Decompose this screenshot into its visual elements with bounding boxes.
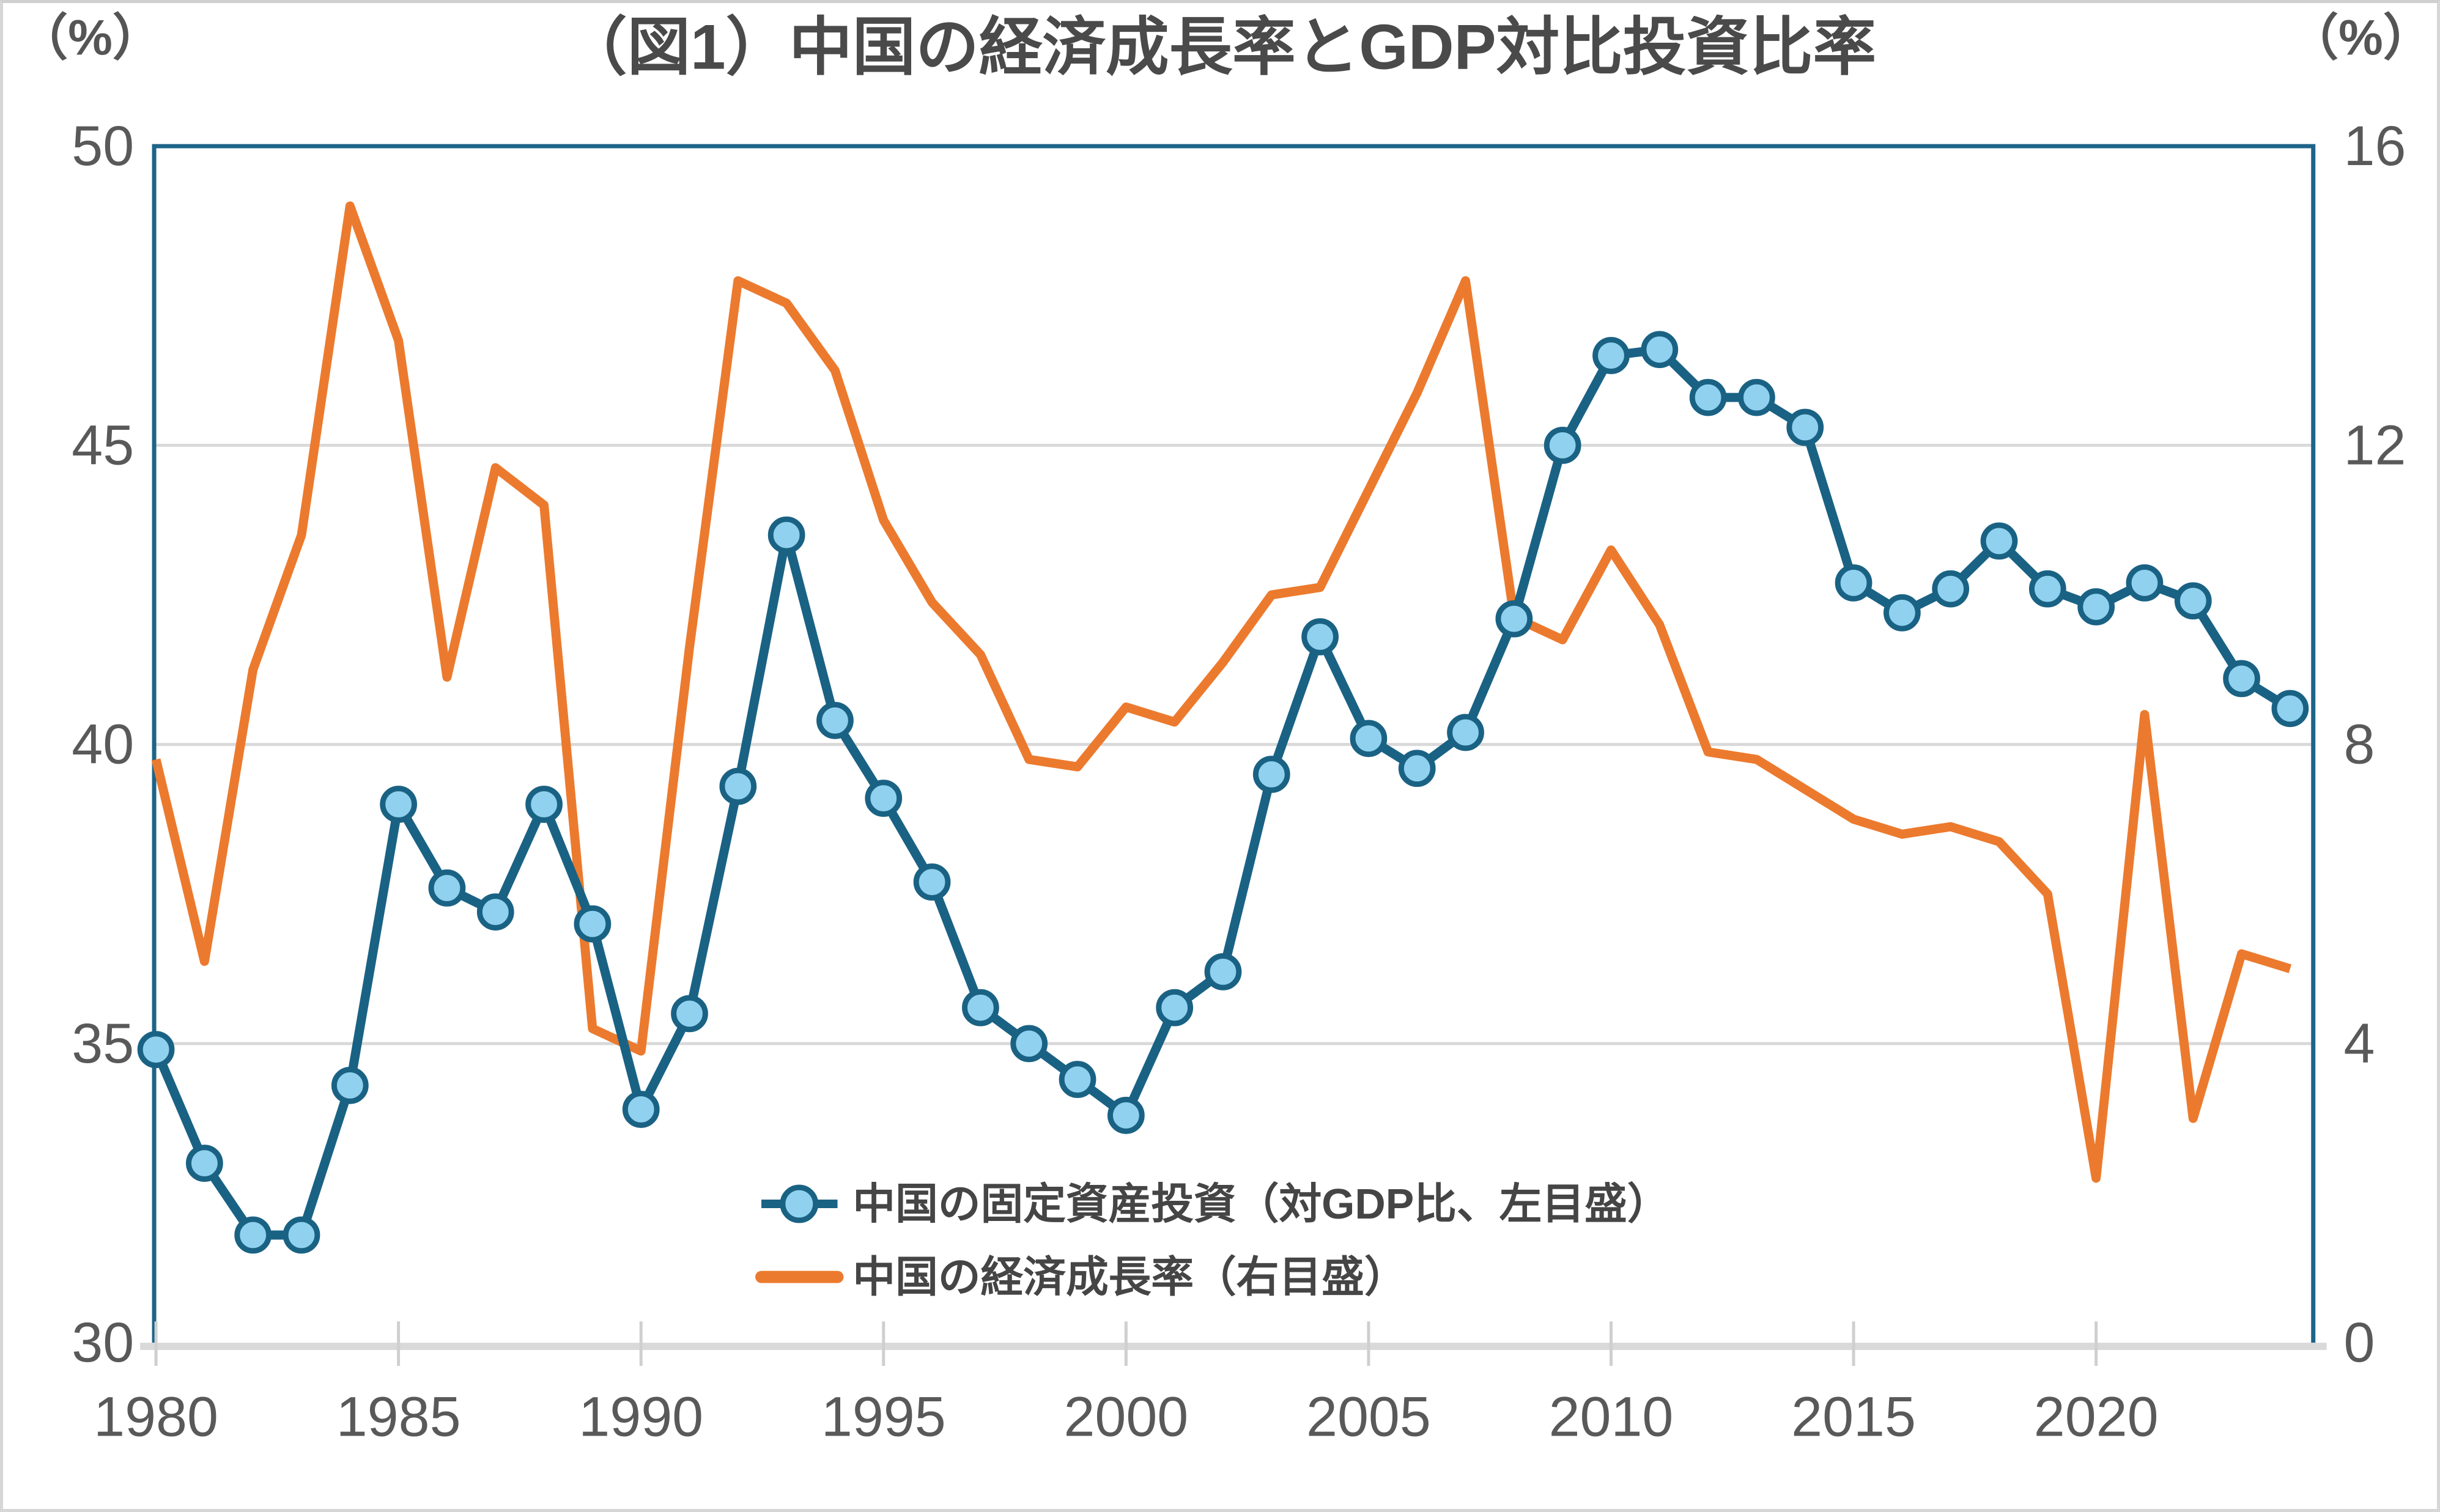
investment-marker (1252, 756, 1290, 793)
right-axis-tick-label: 16 (2344, 115, 2406, 177)
left-axis-tick-label: 50 (72, 115, 134, 177)
x-axis-tick-label: 2015 (1791, 1386, 1916, 1448)
x-axis-tick-label: 2020 (2034, 1386, 2159, 1448)
investment-marker (2028, 570, 2066, 608)
right-axis-tick-labels: 16 12 8 4 0 (2344, 115, 2406, 1374)
investment-marker (1932, 570, 1970, 608)
investment-marker (1107, 1096, 1145, 1134)
right-axis-tick-label: 0 (2344, 1311, 2375, 1374)
investment-marker (2271, 690, 2309, 728)
x-axis-tick-marks (154, 1321, 2098, 1366)
left-axis-tick-label: 30 (72, 1311, 134, 1374)
left-axis-tick-label: 35 (72, 1012, 134, 1075)
investment-marker (1447, 714, 1484, 751)
investment-marker (767, 516, 805, 554)
investment-marker (1010, 1025, 1048, 1063)
legend-investment-marker-swatch (780, 1184, 819, 1223)
investment-marker (1398, 750, 1436, 787)
investment-marker (1301, 618, 1339, 655)
investment-marker (2174, 582, 2212, 620)
investment-marker (913, 863, 951, 901)
investment-marker (1641, 331, 1679, 369)
right-axis-tick-label: 8 (2344, 714, 2375, 776)
investment-marker (1884, 594, 1921, 632)
investment-marker (816, 702, 854, 739)
investment-polyline (152, 345, 2293, 1240)
investment-marker (525, 786, 563, 823)
investment-marker (380, 786, 418, 823)
investment-marker (1786, 408, 1824, 446)
legend-label-growth: 中国の経済成長率（右目盛） (852, 1253, 1407, 1301)
x-axis-tick-label: 1995 (821, 1386, 946, 1448)
investment-marker (671, 995, 708, 1033)
investment-marker (962, 989, 999, 1027)
investment-marker (1835, 564, 1873, 602)
investment-marker (476, 893, 514, 931)
investment-marker (186, 1145, 223, 1182)
x-axis-tick-label: 1985 (336, 1386, 461, 1448)
investment-marker (1689, 378, 1727, 416)
chart-canvas: （図1）中国の経済成長率とGDP対比投資比率 （%） （%） 504540353… (18, 10, 2433, 1448)
investment-marker (283, 1216, 320, 1254)
right-axis-tick-label: 4 (2344, 1012, 2375, 1075)
x-axis-tick-label: 1990 (579, 1386, 703, 1448)
series-fixed-asset-investment-line (137, 331, 2309, 1254)
x-axis-tick-label: 2000 (1063, 1386, 1188, 1448)
investment-marker (1543, 426, 1581, 464)
investment-marker (2223, 660, 2260, 698)
investment-marker (1350, 720, 1388, 758)
investment-marker (2077, 588, 2115, 625)
investment-marker (428, 869, 466, 907)
right-axis-tick-label: 12 (2344, 414, 2406, 476)
right-axis-unit: （%） (2288, 10, 2433, 66)
investment-marker (719, 767, 757, 805)
legend-label-investment: 中国の固定資産投資（対GDP比、左目盛） (852, 1180, 1669, 1228)
gdp-growth-polyline (151, 201, 2292, 1183)
left-axis-tick-label: 40 (72, 714, 134, 776)
x-axis-tick-label: 2010 (1549, 1386, 1674, 1448)
investment-marker (1495, 600, 1533, 638)
investment-marker (1980, 522, 2018, 560)
left-axis-tick-labels: 50 45 40 35 30 (72, 115, 134, 1374)
investment-marker (331, 1066, 369, 1104)
x-axis-tick-label: 1980 (94, 1386, 218, 1448)
investment-marker (574, 905, 612, 943)
investment-marker (137, 1031, 175, 1069)
investment-marker (622, 1091, 660, 1128)
investment-marker (1592, 337, 1630, 374)
investment-marker (1059, 1061, 1096, 1098)
left-axis-tick-label: 45 (72, 414, 134, 476)
plot-border (152, 144, 2316, 1343)
axes (140, 144, 2327, 1351)
chart-title: （図1）中国の経済成長率とGDP対比投資比率 (564, 12, 1876, 83)
left-axis-unit: （%） (18, 10, 163, 66)
investment-marker (234, 1216, 272, 1254)
x-axis-tick-label: 2005 (1306, 1386, 1431, 1448)
investment-marker (1738, 378, 1775, 416)
investment-marker (2126, 564, 2164, 602)
x-axis-tick-labels: 1980 1985 1990 1995 2000 2005 2010 2015 2020 (94, 1386, 2158, 1448)
gridlines (154, 443, 2313, 1045)
legend: 中国の固定資産投資（対GDP比、左目盛） 中国の経済成長率（右目盛） (755, 1180, 1669, 1301)
series-gdp-growth-line (151, 201, 2292, 1183)
investment-marker (1204, 953, 1242, 990)
investment-marker (865, 780, 903, 817)
investment-marker (1156, 989, 1194, 1027)
